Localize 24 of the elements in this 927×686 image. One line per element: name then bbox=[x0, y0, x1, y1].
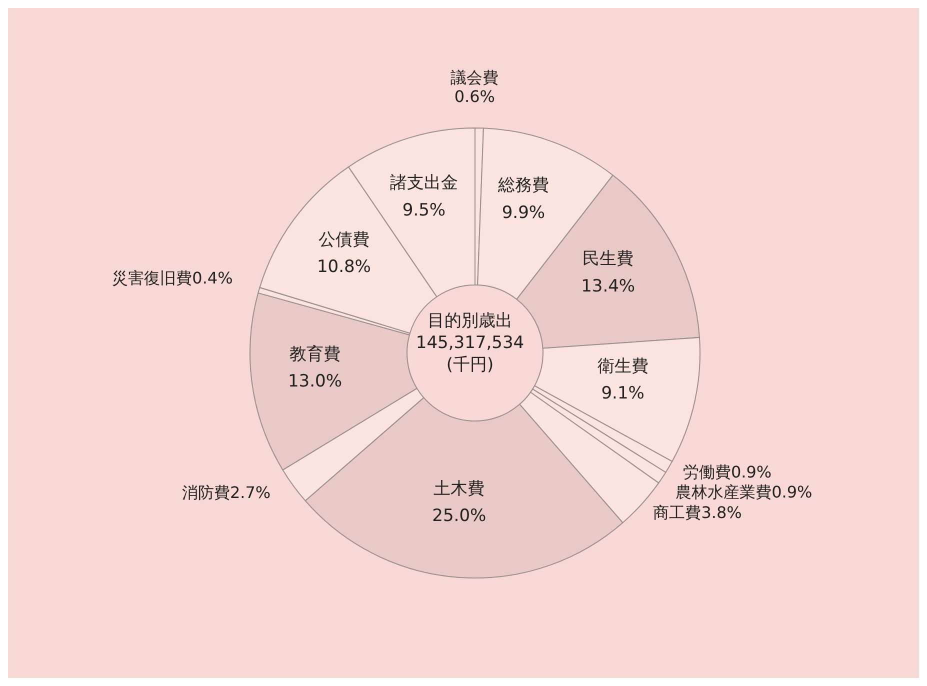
slice-label: 民生費 bbox=[582, 249, 634, 270]
data-label: 13.4% bbox=[581, 276, 636, 296]
data-label: 9.9% bbox=[502, 202, 546, 223]
slice-label: 労働費0.9% bbox=[682, 462, 772, 482]
data-label: 9.5% bbox=[402, 200, 446, 220]
data-label: 10.8% bbox=[316, 257, 371, 278]
data-label: 25.0% bbox=[432, 506, 486, 526]
slice-label: 消防費2.7% bbox=[182, 483, 271, 502]
slice-label: 諸支出金 bbox=[390, 173, 458, 194]
text: (千円) bbox=[446, 355, 494, 375]
slice-label: 農林水産業費0.9% bbox=[676, 482, 812, 502]
slice-label: 土木費 bbox=[434, 478, 485, 499]
slice-label: 衛生費 bbox=[597, 356, 648, 376]
data-label: 0.6% bbox=[454, 87, 495, 106]
slice-label: 総務費 bbox=[496, 176, 549, 196]
text: 145,317,534 bbox=[416, 333, 524, 353]
slice-label: 災害復旧費0.4% bbox=[112, 268, 233, 288]
slice-label: 商工費3.8% bbox=[653, 503, 742, 522]
data-label: 13.0% bbox=[288, 372, 342, 392]
data-label: 9.1% bbox=[601, 384, 644, 404]
slice-label: 公債費 bbox=[318, 230, 370, 250]
text: 目的別歳出 bbox=[428, 311, 512, 331]
slice-label: 議会費 bbox=[450, 68, 499, 88]
slice-label: 教育費 bbox=[289, 344, 340, 364]
